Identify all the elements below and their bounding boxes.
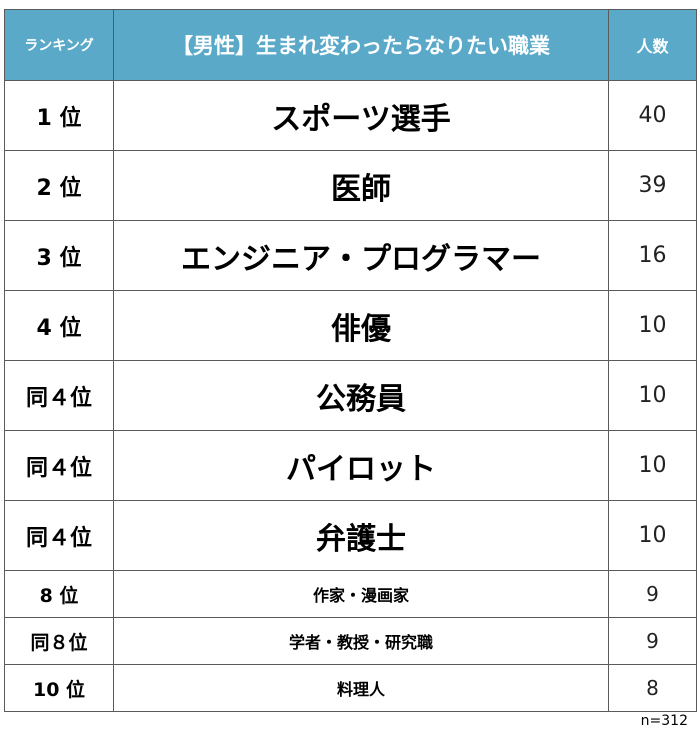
table-row: 同４位 弁護士 10 (4, 500, 697, 571)
job-cell: 俳優 (113, 290, 609, 361)
count-cell: 40 (608, 80, 697, 151)
count-cell: 39 (608, 150, 697, 221)
count-cell: 10 (608, 290, 697, 361)
table-row: 1 位 スポーツ選手 40 (4, 80, 697, 151)
job-cell: 学者・教授・研究職 (113, 617, 609, 665)
table-row: 2 位 医師 39 (4, 150, 697, 221)
rank-cell: 同４位 (4, 360, 114, 431)
header-rank: ランキング (4, 9, 114, 81)
rank-cell: 8 位 (4, 570, 114, 618)
count-cell: 10 (608, 430, 697, 501)
header-title: 【男性】生まれ変わったらなりたい職業 (113, 9, 609, 81)
rank-cell: 同４位 (4, 500, 114, 571)
job-cell: 作家・漫画家 (113, 570, 609, 618)
table-row: 8 位 作家・漫画家 9 (4, 570, 697, 618)
rank-cell: 3 位 (4, 220, 114, 291)
job-cell: 弁護士 (113, 500, 609, 571)
job-cell: 公務員 (113, 360, 609, 431)
rank-cell: 同８位 (4, 617, 114, 665)
table-row: 同８位 学者・教授・研究職 9 (4, 617, 697, 665)
table-row: 同４位 パイロット 10 (4, 430, 697, 501)
rank-cell: 同４位 (4, 430, 114, 501)
count-cell: 16 (608, 220, 697, 291)
count-cell: 8 (608, 664, 697, 712)
sample-size-note: n=312 (640, 713, 688, 729)
header-count: 人数 (608, 9, 697, 81)
count-cell: 9 (608, 617, 697, 665)
rank-cell: 1 位 (4, 80, 114, 151)
count-cell: 10 (608, 500, 697, 571)
table-row: 同４位 公務員 10 (4, 360, 697, 431)
header-row: ランキング 【男性】生まれ変わったらなりたい職業 人数 (4, 9, 697, 81)
job-cell: パイロット (113, 430, 609, 501)
job-cell: 料理人 (113, 664, 609, 712)
count-cell: 9 (608, 570, 697, 618)
table-row: 4 位 俳優 10 (4, 290, 697, 361)
count-cell: 10 (608, 360, 697, 431)
ranking-table: ランキング 【男性】生まれ変わったらなりたい職業 人数 1 位 スポーツ選手 4… (4, 9, 697, 712)
job-cell: 医師 (113, 150, 609, 221)
job-cell: スポーツ選手 (113, 80, 609, 151)
rank-cell: 2 位 (4, 150, 114, 221)
rank-cell: 4 位 (4, 290, 114, 361)
table-row: 10 位 料理人 8 (4, 664, 697, 712)
rank-cell: 10 位 (4, 664, 114, 712)
table-row: 3 位 エンジニア・プログラマー 16 (4, 220, 697, 291)
job-cell: エンジニア・プログラマー (113, 220, 609, 291)
